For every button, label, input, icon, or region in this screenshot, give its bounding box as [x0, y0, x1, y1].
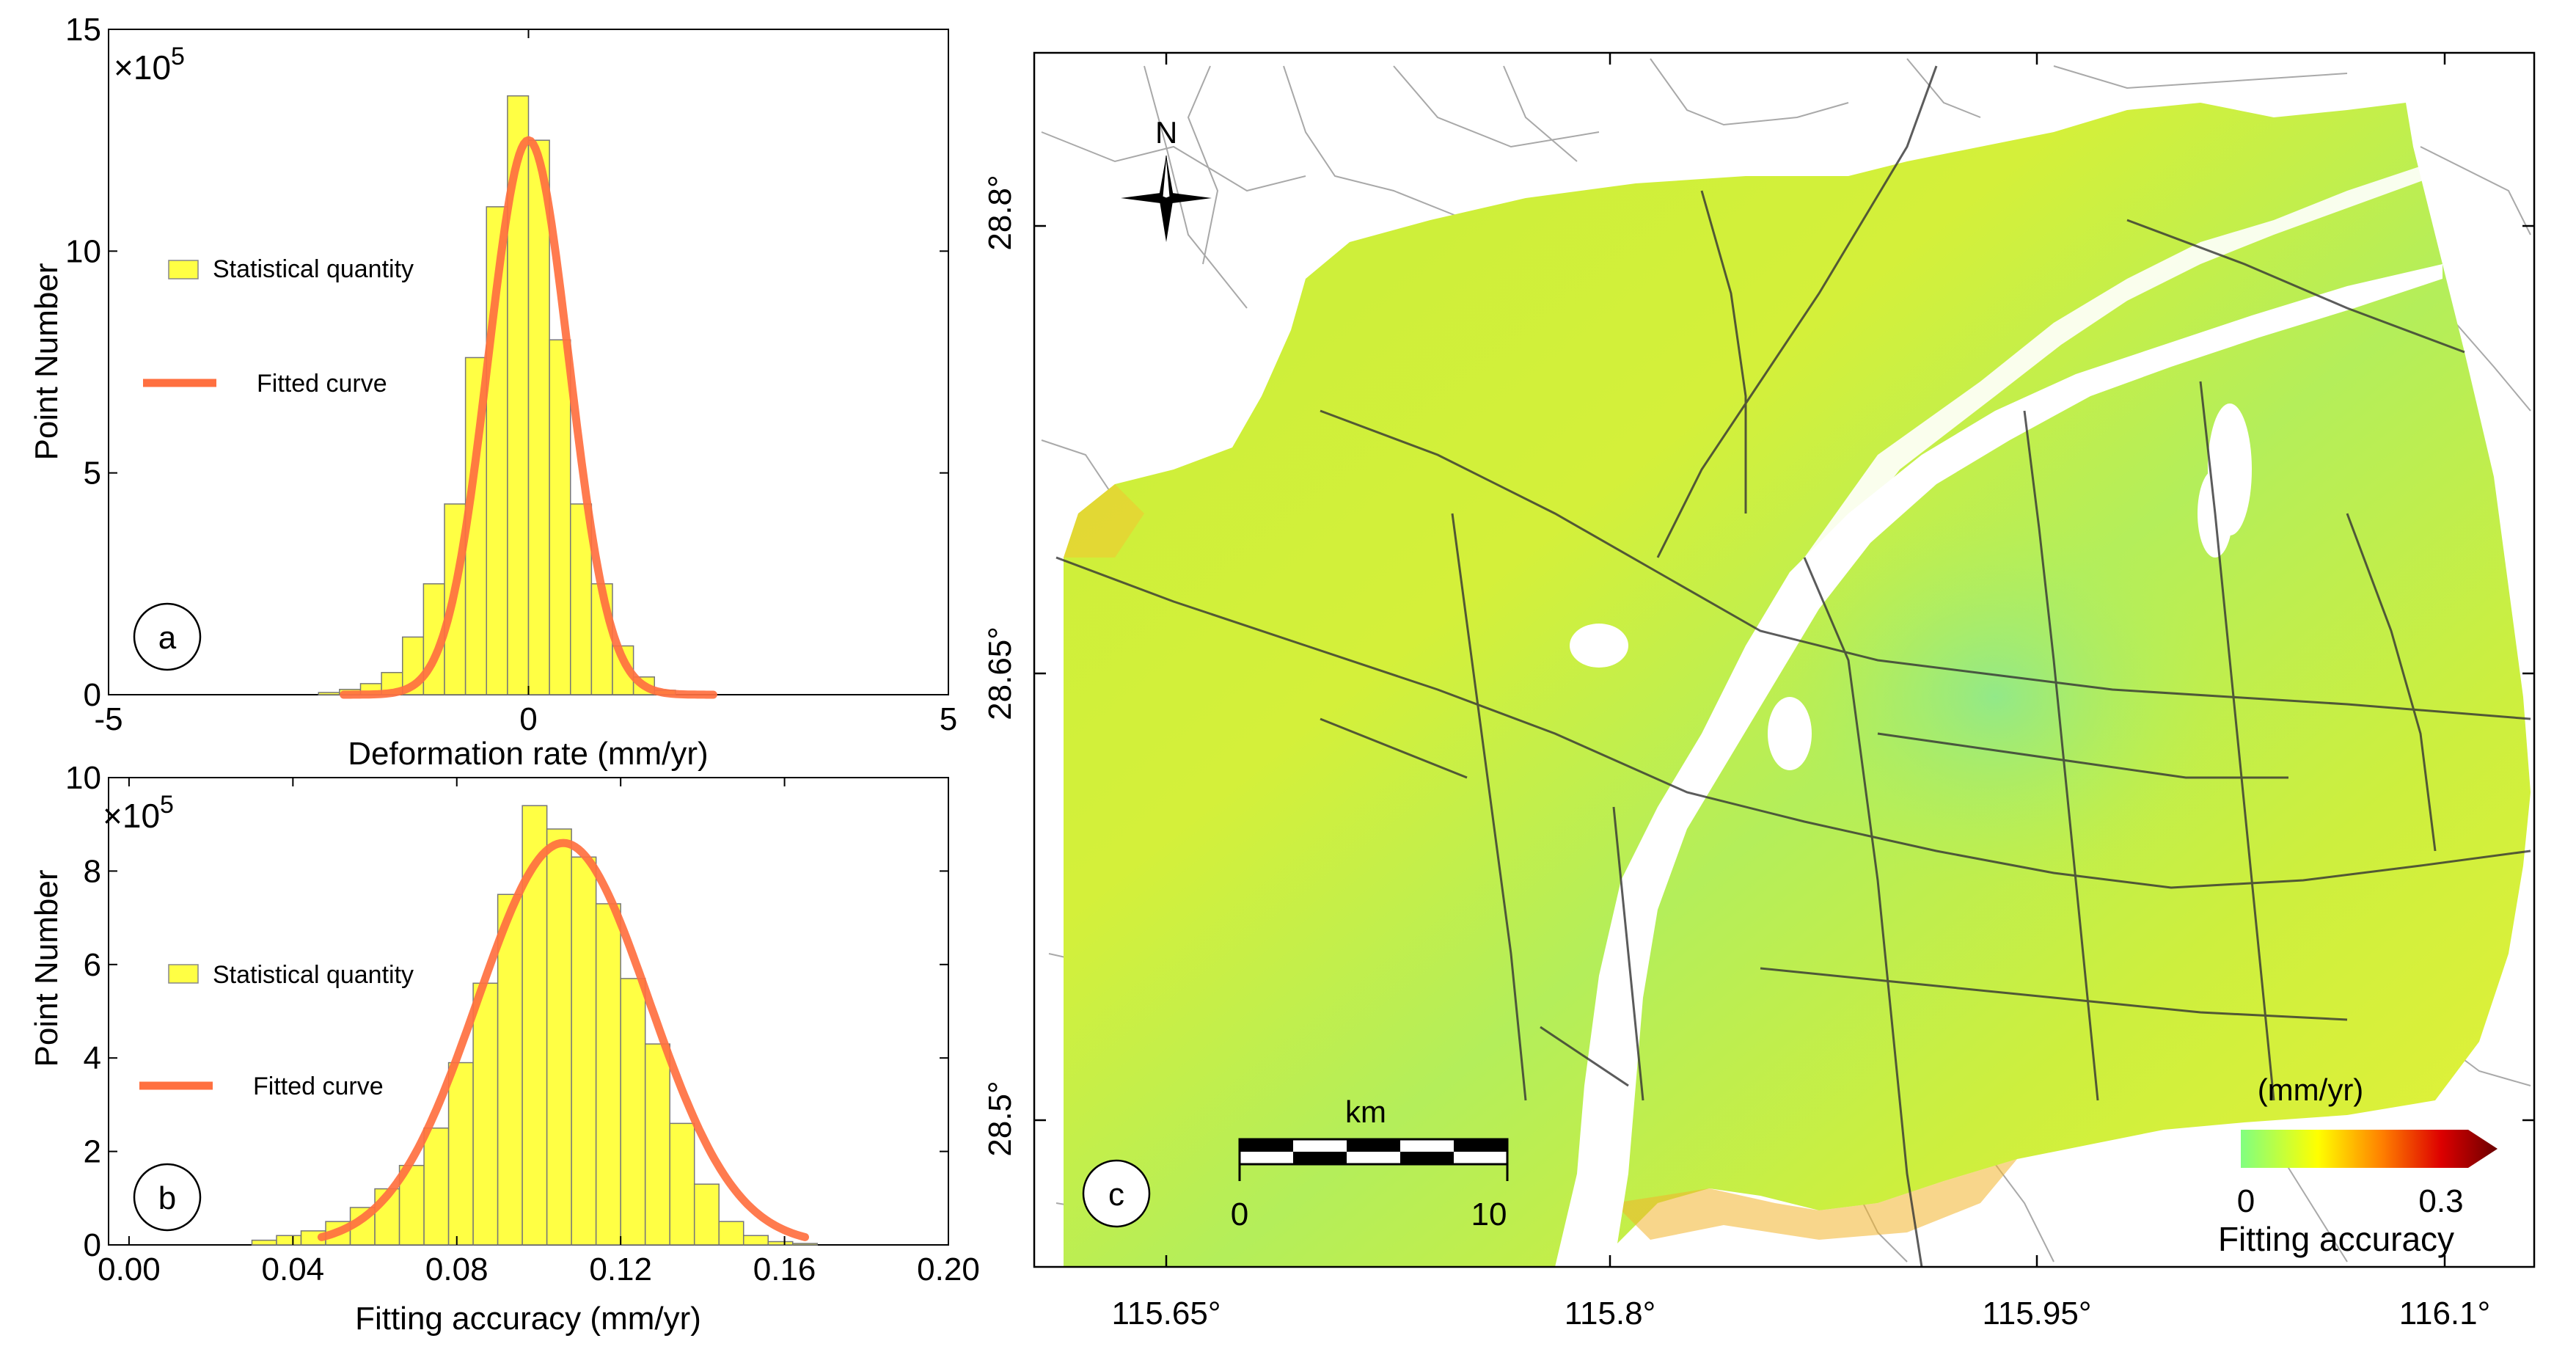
panel-b-bar — [742, 1235, 769, 1246]
panel-a-y-axis-label: Point Number — [29, 263, 65, 460]
panel-a-legend-fit-label: Fitted curve — [257, 370, 387, 398]
map-lake-3 — [1570, 624, 1628, 668]
lon-label-115-8: 115.8° — [1565, 1296, 1655, 1331]
colorbar-title: Fitting accuracy — [2218, 1220, 2454, 1258]
panel-b-x-tick-label: 0.16 — [753, 1251, 816, 1287]
panel-a-x-axis-label: Deformation rate (mm/yr) — [348, 736, 708, 772]
colorbar-unit: (mm/yr) — [2258, 1073, 2364, 1107]
panel-b-x-tick-label: 0.12 — [589, 1251, 652, 1287]
panel-a-bar — [527, 139, 550, 695]
panel-b-bar — [423, 1128, 450, 1246]
panel-a-fitted-curve — [340, 136, 717, 699]
panel-c-map: N km 0 10 c (mm/yr) 0 0.3 Fitting accura… — [982, 51, 2536, 1331]
panel-b-bar — [644, 1043, 670, 1246]
panel-a-bar — [549, 339, 571, 695]
panel-a-y-tick-label: 15 — [65, 12, 101, 48]
north-label: N — [1155, 115, 1177, 150]
panel-b-legend-hist-swatch — [168, 964, 199, 984]
panel-a-badge-label: a — [158, 620, 177, 656]
panel-a-bar — [318, 692, 340, 695]
panel-b-y-axis-label: Point Number — [29, 869, 65, 1067]
panel-a-legend-hist-label: Statistical quantity — [213, 255, 414, 283]
panel-b-bar — [472, 982, 499, 1246]
panel-b-y-tick-label: 2 — [84, 1134, 101, 1170]
map-high-value-fringe — [1614, 1159, 2017, 1240]
colorbar-tick-max: 0.3 — [2418, 1183, 2463, 1219]
panel-b-legend-hist-label: Statistical quantity — [213, 961, 414, 989]
panel-b-bar — [276, 1235, 302, 1246]
lon-label-116-1: 116.1° — [2399, 1296, 2490, 1331]
panel-b-y-tick-label: 10 — [65, 760, 101, 796]
scale-bar — [1238, 1138, 1509, 1181]
scale-bar-tick-0: 0 — [1231, 1196, 1248, 1232]
panel-b-bar — [497, 894, 523, 1246]
panel-b-y-tick-label: 0 — [84, 1227, 101, 1263]
scale-bar-unit: km — [1345, 1095, 1386, 1129]
panel-b-fitted-curve — [317, 838, 809, 1241]
panel-a-bar — [570, 503, 593, 695]
panel-b: 0.00 0.04 0.08 0.12 0.16 0.20 0 2 4 6 8 10 ×105 Sta… — [29, 760, 980, 1337]
lat-label-28-5: 28.5° — [982, 1081, 1018, 1156]
lat-label-28-8: 28.8° — [982, 175, 1018, 250]
panel-b-x-axis-label: Fitting accuracy (mm/yr) — [355, 1301, 701, 1337]
map-roads — [1055, 65, 2531, 1267]
panel-b-bar — [693, 1183, 720, 1246]
map-west-fringe — [1064, 484, 1144, 558]
panel-b-bar — [546, 828, 572, 1246]
north-arrow-icon — [1121, 155, 1212, 242]
panel-b-badge — [133, 1163, 202, 1232]
colorbar — [2241, 1130, 2498, 1168]
panel-a-y-tick-label: 5 — [84, 456, 101, 492]
panel-b-bar — [767, 1240, 794, 1246]
panel-b-exponent: ×105 — [103, 791, 174, 835]
panel-a-exponent: ×105 — [114, 43, 185, 87]
panel-a-x-tick-label: 0 — [519, 701, 537, 737]
panel-a-badge — [133, 602, 202, 671]
map-low-value-zone — [1775, 506, 2215, 888]
panel-b-histogram — [251, 805, 819, 1246]
panel-a-x-tick-label: -5 — [94, 701, 122, 737]
panel-b-x-tick-label: 0.04 — [262, 1251, 325, 1287]
panel-b-bar — [447, 1061, 474, 1246]
panel-a-y-tick-label: 0 — [84, 677, 101, 713]
map-lon-ticks — [1165, 53, 2446, 1267]
panel-b-bar — [595, 903, 621, 1246]
panel-b-y-tick-label: 4 — [84, 1040, 101, 1076]
map-lat-ticks — [1034, 224, 2534, 1122]
map-lake-4 — [1768, 697, 1812, 770]
panel-c-badge — [1082, 1159, 1151, 1228]
panel-b-bar — [792, 1243, 819, 1246]
panel-b-badge-label: b — [158, 1180, 176, 1216]
colorbar-tick-0: 0 — [2237, 1183, 2255, 1219]
lat-label-28-65: 28.65° — [982, 626, 1018, 720]
panel-b-bar — [718, 1221, 744, 1246]
panel-b-bar — [669, 1122, 695, 1246]
panel-b-bar — [571, 856, 597, 1246]
panel-c-badge-label: c — [1108, 1177, 1124, 1213]
panel-b-x-tick-label: 0.20 — [917, 1251, 980, 1287]
lon-label-115-95: 115.95° — [1983, 1296, 2092, 1331]
panel-b-legend-fit-label: Fitted curve — [253, 1073, 384, 1100]
panel-a-y-tick-label: 10 — [65, 233, 101, 269]
panel-b-axis-ticks: 0.00 0.04 0.08 0.12 0.16 0.20 0 2 4 6 8 10 — [65, 760, 980, 1287]
scale-bar-tick-10: 10 — [1471, 1196, 1507, 1232]
panel-a-legend-hist-swatch — [168, 260, 199, 279]
lon-label-115-65: 115.65° — [1112, 1296, 1221, 1331]
panel-b-bar — [251, 1239, 277, 1246]
panel-b-y-tick-label: 6 — [84, 947, 101, 983]
panel-b-y-tick-label: 8 — [84, 853, 101, 889]
map-frame — [1033, 51, 2536, 1268]
panel-b-x-tick-label: 0.00 — [98, 1251, 161, 1287]
panel-b-bar — [620, 978, 646, 1246]
panel-b-x-tick-label: 0.08 — [425, 1251, 489, 1287]
panel-a-x-tick-label: 5 — [940, 701, 957, 737]
